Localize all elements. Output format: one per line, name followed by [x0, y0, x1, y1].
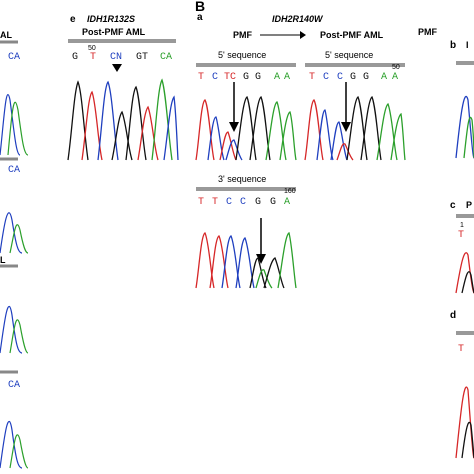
left-bases-3: CA: [8, 380, 21, 391]
left-chromatogram-2: [0, 212, 29, 254]
panel-c-number: 1: [460, 222, 464, 229]
panel-a-left-base-3: T: [224, 72, 231, 83]
left-bases-2: CA: [8, 165, 21, 176]
panel-a-bottom-base-3: C: [226, 197, 233, 208]
panel-a-bottom-chromatogram: [195, 232, 297, 289]
panel-a-left-base-6: G: [255, 72, 262, 83]
panel-a-right-chromatogram: [304, 95, 406, 161]
panel-a-bottom-base-1: T: [198, 197, 205, 208]
left-panel-underline-4: [0, 370, 18, 374]
panel-e-base-4: GT: [136, 52, 149, 63]
panel-a-right-base-1: T: [309, 72, 316, 83]
panel-c-base: T: [458, 230, 465, 241]
panel-a-condition-left: PMF: [233, 30, 252, 40]
panel-a-right-base-6: A: [381, 72, 388, 83]
panel-a-condition-right: Post-PMF AML: [320, 30, 384, 40]
left-chromatogram-4: [0, 421, 29, 469]
panel-a-left-underline: [196, 63, 296, 67]
panel-a-left-base-2: C: [212, 72, 219, 83]
panel-a-bottom-mutation-arrow: [256, 218, 266, 264]
panel-e-condition: Post-PMF AML: [82, 27, 146, 37]
section-b-letter: B: [195, 0, 206, 14]
panel-a-bottom-base-4: C: [240, 197, 247, 208]
panel-e-down-arrowhead: [112, 64, 122, 72]
panel-a-mutation: IDH2R140W: [272, 14, 323, 24]
panel-b-condition: PMF: [418, 27, 437, 37]
left-bases-1: CA: [8, 52, 21, 63]
panel-a-right-base-7: A: [392, 72, 399, 83]
panel-a-left-base-1: T: [198, 72, 205, 83]
panel-e-chromatogram: [67, 78, 179, 161]
panel-e-letter: e: [70, 14, 76, 25]
panel-a-left-base-4: C: [230, 72, 237, 83]
panel-a-left-base-7: A: [274, 72, 281, 83]
panel-d-letter: d: [450, 310, 457, 321]
panel-a-left-title: 5' sequence: [218, 50, 267, 60]
panel-a-right-base-4: G: [350, 72, 357, 83]
panel-e-position-number: 50: [88, 45, 96, 52]
left-panel-title-fragment: AL: [0, 30, 12, 40]
panel-a-left-base-8: A: [284, 72, 291, 83]
panel-a-right-base-3: C: [337, 72, 344, 83]
left-panel-underline: [0, 40, 18, 44]
panel-a-left-base-5: G: [243, 72, 250, 83]
panel-e-base-3: CN: [110, 52, 123, 63]
left-chromatogram-3: [0, 306, 29, 354]
progression-arrow: [260, 31, 306, 39]
panel-c-partial-text: P: [466, 200, 473, 210]
panel-a-bottom-base-5: G: [255, 197, 262, 208]
panel-b-underline: [456, 61, 474, 65]
panel-c-letter: c: [450, 200, 456, 211]
panel-e-underline: [68, 39, 176, 43]
left-panel-underline-3: [0, 264, 18, 268]
panel-a-bottom-title: 3' sequence: [218, 174, 267, 184]
panel-d-chromatogram: [455, 386, 474, 459]
panel-d-underline: [456, 331, 474, 335]
panel-e-base-5: CA: [160, 52, 173, 63]
panel-d-base: T: [458, 344, 465, 355]
panel-a-bottom-number: 160: [284, 188, 296, 195]
panel-e-base-2: T: [90, 52, 97, 63]
panel-a-bottom-base-7: A: [284, 197, 291, 208]
panel-b-chromatogram: [455, 95, 474, 159]
panel-c-chromatogram: [455, 252, 474, 294]
panel-a-bottom-underline: [196, 187, 296, 191]
panel-a-left-chromatogram: [195, 95, 297, 161]
panel-a-letter: a: [197, 12, 203, 23]
panel-e-mutation: IDH1R132S: [87, 14, 136, 24]
panel-a-right-number: 50: [392, 64, 400, 71]
panel-c-underline: [456, 214, 474, 218]
panel-a-right-title: 5' sequence: [325, 50, 374, 60]
left-panel-title-fragment-2: L: [0, 255, 6, 265]
left-chromatogram-1: [0, 94, 29, 156]
left-panel-underline-2: [0, 157, 18, 161]
panel-b-partial-text: I: [466, 40, 469, 50]
panel-a-left-mutation-arrow: [229, 82, 239, 132]
panel-e-base-1: G: [72, 52, 79, 63]
panel-a-right-base-5: G: [363, 72, 370, 83]
panel-a-bottom-base-2: T: [212, 197, 219, 208]
panel-a-right-base-2: C: [323, 72, 330, 83]
panel-a-right-underline: [305, 63, 405, 67]
panel-a-right-mutation-arrow: [341, 82, 351, 132]
panel-b-letter: b: [450, 40, 457, 51]
panel-a-bottom-base-6: G: [270, 197, 277, 208]
